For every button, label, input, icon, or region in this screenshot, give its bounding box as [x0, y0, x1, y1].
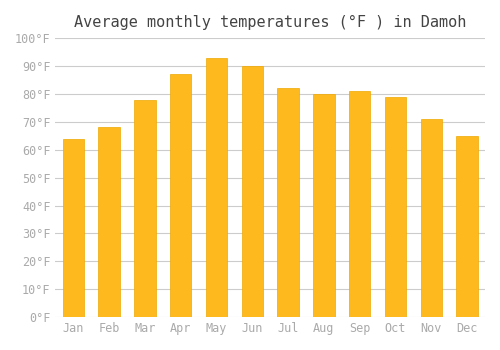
Bar — [170, 75, 192, 317]
Bar — [134, 99, 156, 317]
Bar — [456, 136, 478, 317]
Bar — [206, 58, 228, 317]
Bar — [313, 94, 334, 317]
Bar — [385, 97, 406, 317]
Bar — [242, 66, 263, 317]
Title: Average monthly temperatures (°F ) in Damoh: Average monthly temperatures (°F ) in Da… — [74, 15, 466, 30]
Bar — [420, 119, 442, 317]
Bar — [278, 88, 299, 317]
Bar — [98, 127, 120, 317]
Bar — [349, 91, 370, 317]
Bar — [62, 139, 84, 317]
